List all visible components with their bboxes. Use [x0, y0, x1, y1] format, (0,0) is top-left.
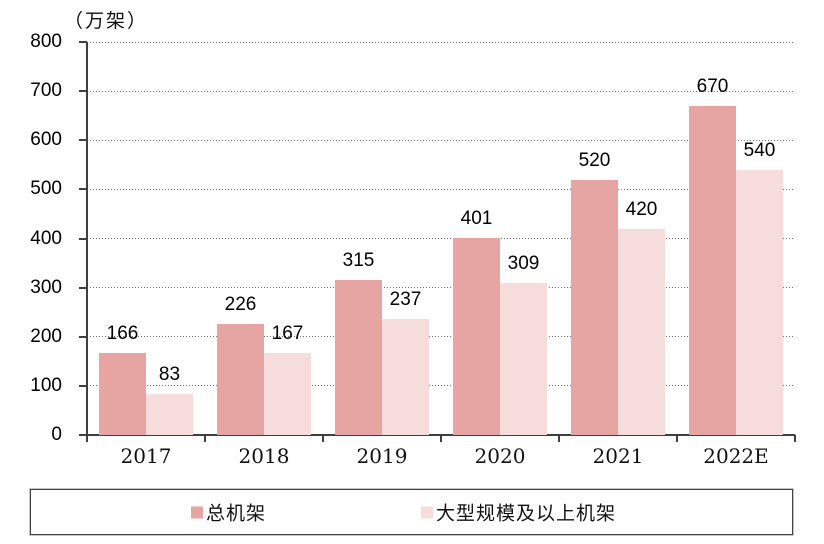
x-tick-label: 2020	[474, 444, 526, 468]
x-axis-tick	[794, 435, 796, 442]
bar-total	[217, 323, 264, 435]
y-axis-tick	[79, 286, 87, 289]
bar-value-label: 420	[625, 198, 658, 220]
bar-large-scale	[382, 318, 429, 435]
bar-total	[335, 280, 382, 435]
bar-large-scale	[736, 169, 783, 435]
bar-value-label: 226	[224, 293, 257, 315]
gridline	[87, 90, 795, 92]
bar-total	[689, 105, 736, 435]
bar-large-scale	[500, 283, 547, 435]
y-tick-label: 400	[30, 227, 62, 249]
y-axis-line	[86, 42, 88, 442]
bar-total	[571, 179, 618, 435]
bar-value-label: 315	[342, 250, 375, 272]
legend-label-total: 总机架	[206, 502, 267, 525]
legend-item-large-scale: 大型规模及以上机架	[421, 499, 616, 526]
y-axis-tick	[79, 434, 87, 436]
gridline	[87, 139, 795, 141]
y-tick-label: 200	[30, 325, 62, 347]
bar-value-label: 540	[743, 139, 776, 161]
legend-marker-total-icon	[191, 506, 203, 518]
x-axis-tick	[558, 435, 560, 442]
y-axis-tick	[79, 188, 87, 191]
x-tick-label: 2017	[120, 444, 172, 468]
bar-large-scale	[146, 394, 193, 435]
y-axis-tick	[79, 335, 87, 338]
y-tick-label: 800	[30, 31, 62, 52]
y-axis-tick	[79, 41, 87, 43]
bar-value-label: 83	[158, 364, 181, 386]
y-tick-label: 700	[30, 80, 62, 102]
gridline	[87, 385, 795, 387]
bar-value-label: 309	[507, 253, 540, 275]
x-tick-label: 2018	[238, 444, 290, 468]
bar-total	[453, 238, 500, 435]
y-axis-unit-label: （万架）	[64, 10, 149, 32]
x-axis-tick	[204, 435, 206, 442]
bar-total	[99, 353, 146, 435]
bar-value-label: 401	[460, 208, 493, 229]
x-axis-tick	[676, 435, 678, 442]
y-axis-tick	[79, 384, 87, 387]
x-tick-label: 2019	[356, 444, 408, 468]
gridline	[87, 287, 795, 289]
bar-large-scale	[618, 228, 665, 435]
bar-large-scale	[264, 352, 311, 435]
gridline	[87, 336, 795, 338]
x-axis-tick	[322, 435, 324, 442]
gridline	[87, 188, 795, 190]
x-tick-label: 2021	[592, 444, 644, 468]
bar-value-label: 520	[578, 149, 611, 171]
gridline	[87, 41, 795, 43]
y-tick-label: 0	[51, 424, 62, 445]
y-axis-tick	[79, 139, 87, 142]
y-tick-label: 300	[30, 276, 62, 298]
y-axis-tick	[79, 90, 87, 93]
legend-marker-large-scale-icon	[421, 506, 433, 518]
x-axis-tick	[86, 435, 88, 442]
y-tick-label: 600	[30, 129, 62, 151]
bar-value-label: 167	[271, 322, 304, 344]
x-axis-tick	[440, 435, 442, 442]
bar-value-label: 670	[696, 75, 729, 97]
y-tick-label: 500	[30, 178, 62, 200]
legend-label-large-scale: 大型规模及以上机架	[436, 502, 617, 525]
y-axis-tick	[79, 237, 87, 240]
gridline	[87, 238, 795, 239]
bar-value-label: 166	[106, 323, 139, 345]
legend-box: 总机架 大型规模及以上机架	[29, 488, 794, 536]
bar-value-label: 237	[389, 288, 422, 310]
legend-item-total: 总机架	[191, 499, 266, 526]
y-tick-label: 100	[30, 374, 62, 396]
x-tick-label: 2022E	[703, 444, 769, 468]
